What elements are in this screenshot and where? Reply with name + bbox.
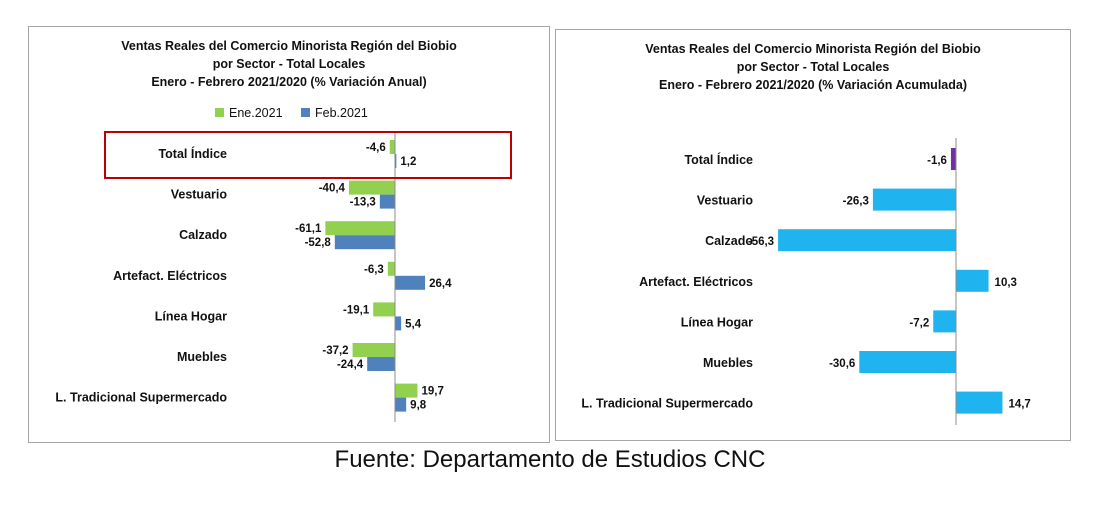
data-label-feb-2021-artefact-electricos: 26,4 <box>429 278 452 290</box>
highlight-box-total-indice <box>104 131 512 179</box>
chart-right-title: Ventas Reales del Comercio Minorista Reg… <box>556 40 1070 94</box>
bar-feb-2021-muebles <box>367 357 395 371</box>
data-label-total-indice: -1,6 <box>927 155 947 167</box>
chart-right-title-line-1: Ventas Reales del Comercio Minorista Reg… <box>645 42 981 56</box>
bar-feb-2021-l-tradicional-supermercado <box>395 397 407 412</box>
bar-ene-2021-artefact-electricos <box>387 261 395 276</box>
chart-right-title-line-2: por Sector - Total Locales <box>736 60 890 74</box>
data-label-artefact-electricos: 10,3 <box>995 277 1017 289</box>
chart-left-panel: Ventas Reales del Comercio Minorista Reg… <box>28 26 550 443</box>
bar-linea-hogar <box>933 310 956 333</box>
chart-right-panel: Ventas Reales del Comercio Minorista Reg… <box>555 29 1071 441</box>
data-label-ene-2021-linea-hogar: -19,1 <box>343 304 370 316</box>
data-label-l-tradicional-supermercado: 14,7 <box>1008 399 1030 411</box>
chart-left-title: Ventas Reales del Comercio Minorista Reg… <box>29 37 549 91</box>
bar-muebles <box>859 351 956 373</box>
legend-swatch-ene-2021 <box>215 108 224 117</box>
bar-feb-2021-linea-hogar <box>395 316 402 331</box>
data-label-feb-2021-calzado: -52,8 <box>305 237 332 249</box>
chart-left-legend: Ene.2021 Feb.2021 <box>215 106 368 120</box>
chart-left-title-line-1: Ventas Reales del Comercio Minorista Reg… <box>121 39 457 53</box>
category-label-artefact-electricos: Artefact. Eléctricos <box>113 269 227 283</box>
data-label-linea-hogar: -7,2 <box>909 317 929 329</box>
category-label-muebles: Muebles <box>703 356 753 370</box>
chart-left-title-line-3: Enero - Febrero 2021/2020 (% Variación A… <box>151 75 427 89</box>
data-label-feb-2021-linea-hogar: 5,4 <box>405 318 422 330</box>
bar-l-tradicional-supermercado <box>956 391 1003 414</box>
category-label-artefact-electricos: Artefact. Eléctricos <box>639 275 753 289</box>
legend-label-feb-2021: Feb.2021 <box>315 106 368 120</box>
category-label-linea-hogar: Línea Hogar <box>681 315 753 329</box>
data-label-feb-2021-total-indice: 1,2 <box>400 156 416 168</box>
chart-right-title-line-3: Enero - Febrero 2021/2020 (% Variación A… <box>659 78 967 92</box>
data-label-feb-2021-vestuario: -13,3 <box>350 197 376 209</box>
category-label-l-tradicional-supermercado: L. Tradicional Supermercado <box>581 397 753 411</box>
data-label-ene-2021-total-indice: -4,6 <box>366 142 386 154</box>
data-label-feb-2021-l-tradicional-supermercado: 9,8 <box>410 400 427 412</box>
bar-artefact-electricos <box>956 269 989 292</box>
bar-feb-2021-artefact-electricos <box>395 275 426 290</box>
legend-swatch-feb-2021 <box>301 108 310 117</box>
bar-calzado <box>778 229 956 252</box>
bar-feb-2021-calzado <box>334 235 395 250</box>
category-label-total-indice: Total Índice <box>684 152 753 167</box>
data-label-vestuario: -26,3 <box>843 196 869 208</box>
data-label-ene-2021-calzado: -61,1 <box>295 223 322 235</box>
data-label-calzado: -56,3 <box>748 236 774 248</box>
bar-total-indice <box>950 148 956 170</box>
category-label-linea-hogar: Línea Hogar <box>155 309 227 323</box>
category-label-vestuario: Vestuario <box>697 194 754 208</box>
bar-ene-2021-l-tradicional-supermercado <box>395 383 418 398</box>
bar-ene-2021-vestuario <box>348 180 395 195</box>
data-label-feb-2021-muebles: -24,4 <box>337 359 364 371</box>
category-label-total-indice: Total Índice <box>158 146 227 161</box>
data-label-muebles: -30,6 <box>829 358 855 370</box>
bar-ene-2021-calzado <box>325 221 395 236</box>
bar-ene-2021-total-indice <box>389 140 395 154</box>
legend-label-ene-2021: Ene.2021 <box>229 106 283 120</box>
chart-left-svg: Ene.2021 Feb.2021 Total Índice -4,6 1,2 Vestu… <box>55 106 512 422</box>
category-label-vestuario: Vestuario <box>171 188 228 202</box>
category-label-muebles: Muebles <box>177 350 227 364</box>
bar-vestuario <box>872 188 956 211</box>
source-footer: Fuente: Departamento de Estudios CNC <box>334 446 766 473</box>
data-label-ene-2021-artefact-electricos: -6,3 <box>364 264 384 276</box>
category-label-calzado: Calzado <box>179 228 227 242</box>
data-label-ene-2021-muebles: -37,2 <box>322 345 348 357</box>
category-label-calzado: Calzado <box>705 234 753 248</box>
chart-right-svg: Total Índice -1,6 Vestuario -26,3 Calzado-56… <box>581 138 1031 425</box>
chart-left-title-line-2: por Sector - Total Locales <box>212 57 366 71</box>
bar-feb-2021-vestuario <box>379 194 395 209</box>
bar-ene-2021-muebles <box>352 343 395 357</box>
category-label-l-tradicional-supermercado: L. Tradicional Supermercado <box>55 391 227 405</box>
bar-ene-2021-linea-hogar <box>373 302 395 317</box>
data-label-ene-2021-vestuario: -40,4 <box>319 183 346 195</box>
bar-feb-2021-total-indice <box>395 154 397 168</box>
data-label-ene-2021-l-tradicional-supermercado: 19,7 <box>421 386 443 398</box>
